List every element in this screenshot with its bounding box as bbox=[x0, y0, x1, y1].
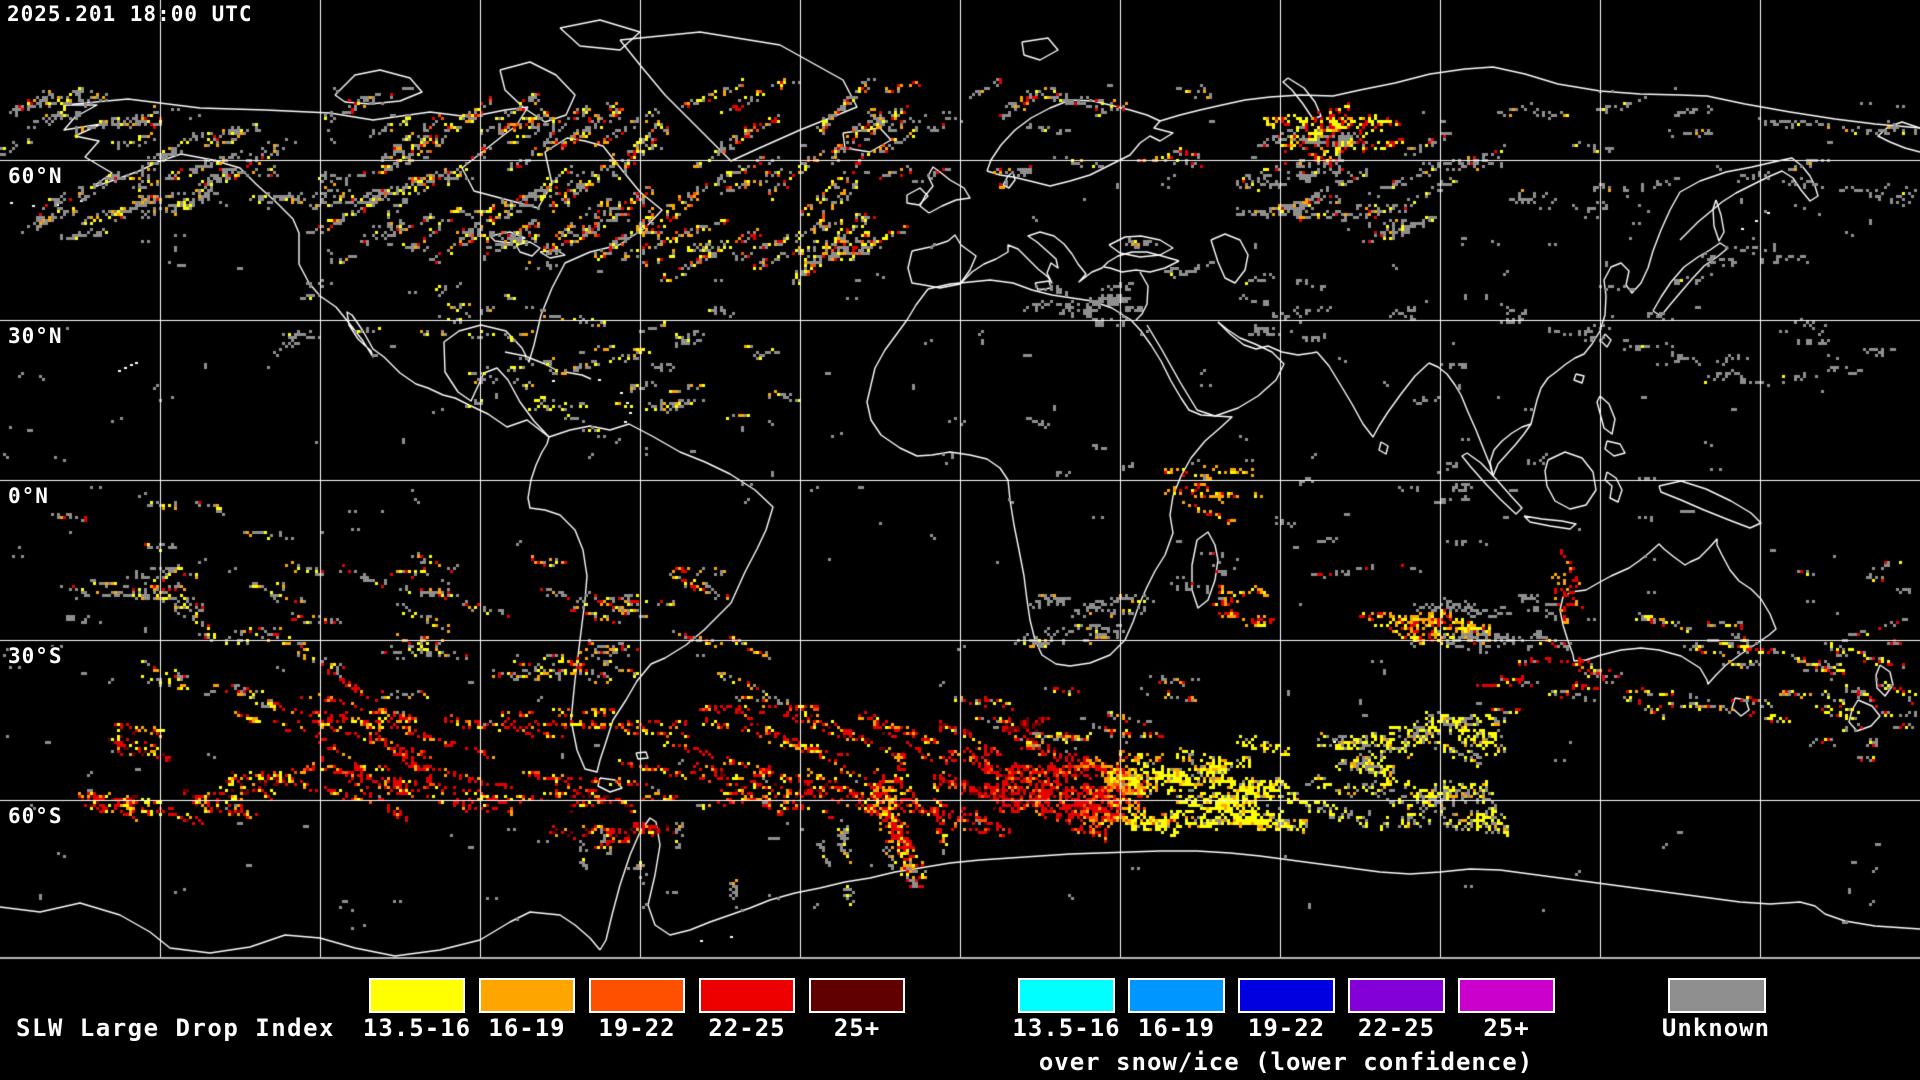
legend-label-cool-1: 16-19 bbox=[1137, 1014, 1216, 1042]
legend-swatch-cool-1 bbox=[1128, 978, 1225, 1013]
lat-label-0: 60°N bbox=[8, 164, 63, 188]
lat-label-3: 30°S bbox=[8, 644, 63, 668]
legend-label-warm-3: 22-25 bbox=[708, 1014, 786, 1042]
legend-label-warm-1: 16-19 bbox=[488, 1014, 566, 1042]
legend-label-cool-4: 25+ bbox=[1483, 1014, 1530, 1042]
legend-label-warm-4: 25+ bbox=[833, 1014, 881, 1042]
legend-swatch-warm-4 bbox=[809, 978, 905, 1013]
legend-swatch-warm-3 bbox=[699, 978, 795, 1013]
legend-swatch-unknown bbox=[1668, 978, 1766, 1013]
legend-swatch-cool-0 bbox=[1018, 978, 1115, 1013]
lat-label-2: 0°N bbox=[8, 484, 49, 508]
legend: SLW Large Drop Index 13.5-16 16-19 19-22 22… bbox=[0, 960, 1920, 1080]
legend-swatch-cool-2 bbox=[1238, 978, 1335, 1013]
legend-label-cool-0: 13.5-16 bbox=[1012, 1014, 1121, 1042]
legend-label-unknown: Unknown bbox=[1661, 1014, 1771, 1042]
timestamp: 2025.201 18:00 UTC bbox=[7, 2, 253, 26]
legend-label-cool-2: 19-22 bbox=[1247, 1014, 1326, 1042]
legend-title: SLW Large Drop Index bbox=[16, 1014, 335, 1042]
legend-label-warm-2: 19-22 bbox=[598, 1014, 676, 1042]
lat-label-1: 30°N bbox=[8, 324, 63, 348]
legend-swatch-cool-3 bbox=[1348, 978, 1445, 1013]
legend-swatch-cool-4 bbox=[1458, 978, 1555, 1013]
world-map-canvas bbox=[0, 0, 1920, 960]
legend-swatch-warm-1 bbox=[479, 978, 575, 1013]
lat-label-4: 60°S bbox=[8, 804, 63, 828]
legend-swatch-warm-2 bbox=[589, 978, 685, 1013]
legend-label-cool-3: 22-25 bbox=[1357, 1014, 1436, 1042]
snow-ice-caption: over snow/ice (lower confidence) bbox=[1038, 1048, 1534, 1076]
legend-swatch-warm-0 bbox=[369, 978, 465, 1013]
legend-label-warm-0: 13.5-16 bbox=[362, 1014, 472, 1042]
